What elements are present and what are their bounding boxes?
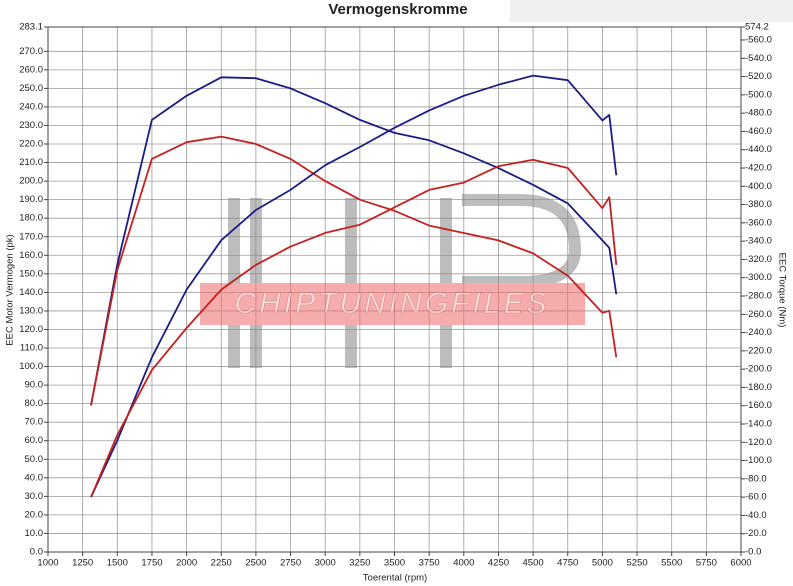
y2-tick-label: -340.0 [745, 236, 772, 247]
y2-tick-label: -440.0 [745, 144, 772, 155]
y2-tick-label: -380.0 [745, 199, 772, 210]
y2-tick-label: -260.0 [745, 309, 772, 320]
y2-axis-label: EEC Torque (Nm) [776, 253, 787, 328]
y-tick-label: 10.0 [25, 528, 44, 539]
x-tick-label: 4250 [488, 558, 509, 569]
series-line [90, 76, 618, 406]
y2-tick-label: -100.0 [745, 455, 772, 466]
y2-tick-label: -160.0 [745, 400, 772, 411]
y2-tick-label: -400.0 [745, 181, 772, 192]
y-tick-label: 260.0 [19, 64, 43, 75]
chart-title: Vermogenskromme [328, 1, 467, 18]
y2-tick-label: -420.0 [745, 163, 772, 174]
y2-tick-label: -500.0 [745, 89, 772, 100]
y2-tick-label: -460.0 [745, 126, 772, 137]
y-tick-label: 250.0 [19, 83, 43, 94]
x-tick-label: 2250 [211, 558, 232, 569]
y2-tick-label: 574.2 [745, 22, 769, 33]
x-tick-label: 6000 [730, 558, 751, 569]
y2-tick-label: -140.0 [745, 419, 772, 430]
x-tick-label: 5250 [626, 558, 647, 569]
watermark-text: CHIPTUNINGFILES [234, 287, 549, 320]
y2-tick-label: -120.0 [745, 437, 772, 448]
y-tick-label: 30.0 [25, 491, 44, 502]
y-tick-label: 180.0 [19, 213, 43, 224]
x-tick-label: 5000 [592, 558, 613, 569]
y2-tick-label: -240.0 [745, 327, 772, 338]
y-tick-label: 110.0 [20, 343, 43, 354]
y-tick-label: 140.0 [19, 287, 43, 298]
y-tick-label: 220.0 [19, 139, 43, 150]
y2-tick-label: -540.0 [745, 53, 772, 64]
y2-tick-label: -40.0 [745, 510, 767, 521]
y-tick-label: 240.0 [19, 101, 43, 112]
watermark-shape [462, 194, 582, 288]
y-tick-label: 50.0 [25, 454, 44, 465]
x-tick-label: 4000 [453, 558, 474, 569]
y-tick-label: 190.0 [19, 194, 43, 205]
x-tick-label: 2000 [176, 558, 197, 569]
y-tick-label: 200.0 [19, 176, 43, 187]
y2-tick-label: -560.0 [745, 34, 772, 45]
x-tick-label: 3750 [419, 558, 440, 569]
x-tick-label: 4750 [557, 558, 578, 569]
x-tick-label: 2500 [245, 558, 266, 569]
x-tick-label: 3250 [349, 558, 370, 569]
header-panel [510, 0, 793, 22]
x-tick-label: 1750 [141, 558, 162, 569]
y2-tick-label: -60.0 [745, 492, 767, 503]
y2-tick-label: -80.0 [745, 473, 767, 484]
x-tick-label: 5500 [661, 558, 682, 569]
y-tick-label: 40.0 [25, 472, 44, 483]
y-tick-label: 80.0 [25, 398, 44, 409]
x-tick-label: 1000 [37, 558, 58, 569]
y2-tick-label: -300.0 [745, 272, 772, 283]
y2-tick-label: -280.0 [745, 291, 772, 302]
y-tick-label: 70.0 [25, 417, 44, 428]
x-tick-label: 2750 [280, 558, 301, 569]
x-tick-label: 1250 [72, 558, 93, 569]
y-tick-label: 130.0 [19, 305, 43, 316]
y-tick-label: 20.0 [25, 509, 44, 520]
y2-tick-label: -520.0 [745, 71, 772, 82]
y-axis-label: EEC Motor Vermogen (pk) [5, 234, 16, 345]
y-tick-label: 100.0 [19, 361, 43, 372]
y2-tick-label: -220.0 [745, 345, 772, 356]
y2-tick-label: -180.0 [745, 382, 772, 393]
x-tick-label: 3000 [315, 558, 336, 569]
series-line [90, 158, 618, 498]
y-tick-label: 283.1 [19, 22, 43, 33]
y2-tick-label: -480.0 [745, 108, 772, 119]
x-tick-label: 4500 [523, 558, 544, 569]
y2-tick-label: -320.0 [745, 254, 772, 265]
y-tick-label: 160.0 [19, 250, 43, 261]
y-tick-label: 90.0 [25, 380, 44, 391]
x-tick-label: 1500 [107, 558, 128, 569]
y2-tick-label: -360.0 [745, 217, 772, 228]
y-tick-label: 150.0 [19, 268, 43, 279]
y-tick-label: 0.0 [30, 547, 43, 558]
x-tick-label: 5750 [696, 558, 717, 569]
y-tick-label: 210.0 [19, 157, 43, 168]
y2-tick-label: -0.0 [745, 547, 761, 558]
x-tick-label: 3500 [384, 558, 405, 569]
y-tick-label: 60.0 [25, 435, 44, 446]
watermark-band [200, 283, 585, 325]
y-tick-label: 270.0 [19, 46, 43, 57]
series-line [90, 135, 618, 406]
y-tick-label: 230.0 [19, 120, 43, 131]
series-line [90, 74, 618, 498]
y2-tick-label: -200.0 [745, 364, 772, 375]
x-axis-label: Toerental (rpm) [363, 573, 427, 584]
y-tick-label: 120.0 [19, 324, 43, 335]
watermark: CHIPTUNINGFILES [200, 194, 585, 368]
plot-frame [47, 26, 742, 553]
y2-tick-label: -20.0 [745, 528, 767, 539]
y-tick-label: 170.0 [19, 231, 43, 242]
